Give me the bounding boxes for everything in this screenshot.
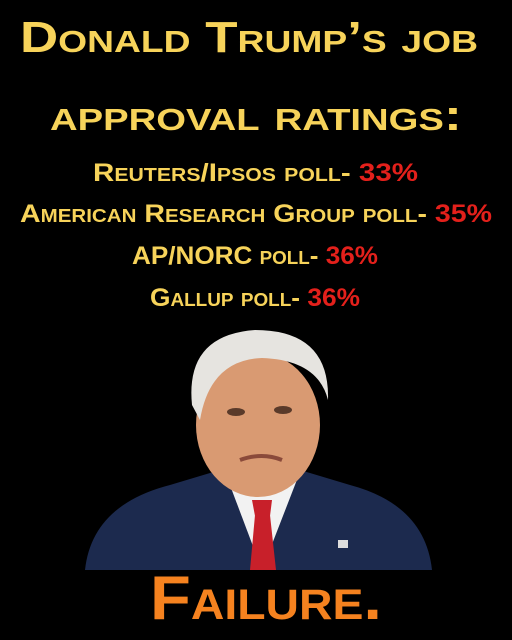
poll-name: AP/NORC poll- (132, 242, 318, 270)
poll-line: American Research Group poll- 35% (20, 200, 492, 228)
poll-value: 35% (435, 200, 492, 228)
title-line: Donald Trump’s job (20, 13, 478, 62)
title-line: approval ratings: (50, 91, 462, 140)
poll-line: Reuters/Ipsos poll- 33% (93, 159, 418, 187)
poll-name: Reuters/Ipsos poll- (93, 159, 351, 187)
poll-value: 36% (307, 284, 360, 312)
pin (338, 540, 348, 548)
eye (227, 408, 245, 416)
portrait (85, 330, 432, 570)
poll-name: American Research Group poll- (20, 200, 427, 228)
poll-line: AP/NORC poll- 36% (132, 242, 378, 270)
poll-line: Gallup poll- 36% (150, 284, 360, 312)
poll-name: Gallup poll- (150, 284, 300, 312)
tie (250, 500, 276, 570)
poll-value: 33% (359, 159, 418, 187)
verdict: Failure. (150, 564, 382, 633)
face (196, 353, 320, 497)
eye (274, 406, 292, 414)
mouth (239, 454, 283, 462)
hair (191, 330, 329, 420)
poll-value: 36% (326, 242, 378, 270)
